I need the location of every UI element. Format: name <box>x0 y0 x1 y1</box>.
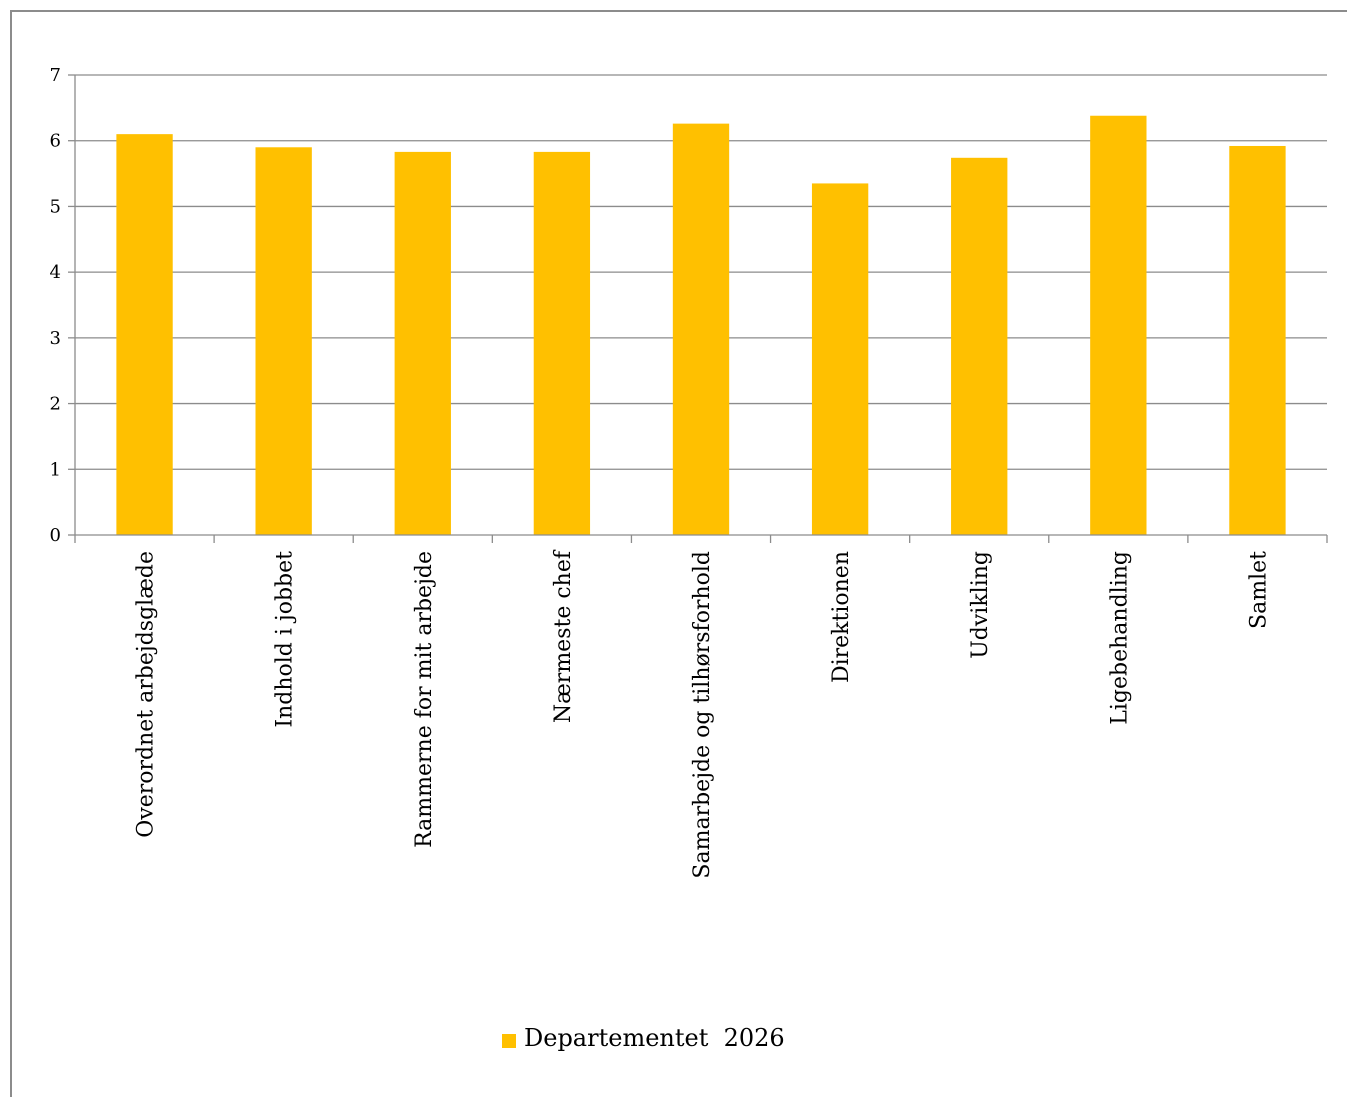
bar <box>811 183 869 535</box>
y-tick-label: 7 <box>50 65 61 86</box>
x-tick-label: Direktionen <box>829 551 854 683</box>
x-tick-label: Samarbejde og tilhørsforhold <box>690 551 715 879</box>
x-tick-labels: Overordnet arbejdsglæde Indhold i jobbet R… <box>134 549 1272 878</box>
x-tick-label: Overordnet arbejdsglæde <box>134 551 159 838</box>
bar <box>394 151 451 535</box>
bars <box>116 115 1286 536</box>
y-tick-label: 0 <box>50 525 61 546</box>
bar <box>1229 145 1286 535</box>
legend: Departementet 2026 <box>502 1024 785 1052</box>
x-tick-label: Rammerne for mit arbejde <box>412 551 437 848</box>
bar <box>951 157 1008 536</box>
bar <box>255 147 312 536</box>
chart-frame: 0 1 2 3 4 5 6 7 Overordnet arbejdsglæde Indhold … <box>10 10 1347 1097</box>
y-tick-label: 4 <box>50 262 61 283</box>
axes <box>68 74 1328 543</box>
x-tick-label: Samlet <box>1246 551 1271 629</box>
y-tick-label: 5 <box>50 196 61 217</box>
x-tick-label: Nærmeste chef <box>551 549 576 723</box>
x-tick-label: Udvikling <box>968 551 993 659</box>
y-tick-label: 1 <box>50 459 61 480</box>
y-tick-label: 2 <box>50 394 61 415</box>
y-tick-label: 6 <box>50 131 61 152</box>
bar <box>533 151 591 535</box>
bar <box>116 134 173 535</box>
x-tick-label: Ligebehandling <box>1107 551 1132 725</box>
bar <box>672 123 730 535</box>
y-tick-labels: 0 1 2 3 4 5 6 7 <box>50 65 61 546</box>
x-tick-label: Indhold i jobbet <box>273 551 298 728</box>
bar-chart: 0 1 2 3 4 5 6 7 Overordnet arbejdsglæde Indhold … <box>50 65 1328 1052</box>
y-tick-label: 3 <box>50 328 61 349</box>
bar <box>1090 115 1147 535</box>
legend-swatch <box>502 1034 516 1048</box>
legend-label: Departementet 2026 <box>524 1024 785 1052</box>
